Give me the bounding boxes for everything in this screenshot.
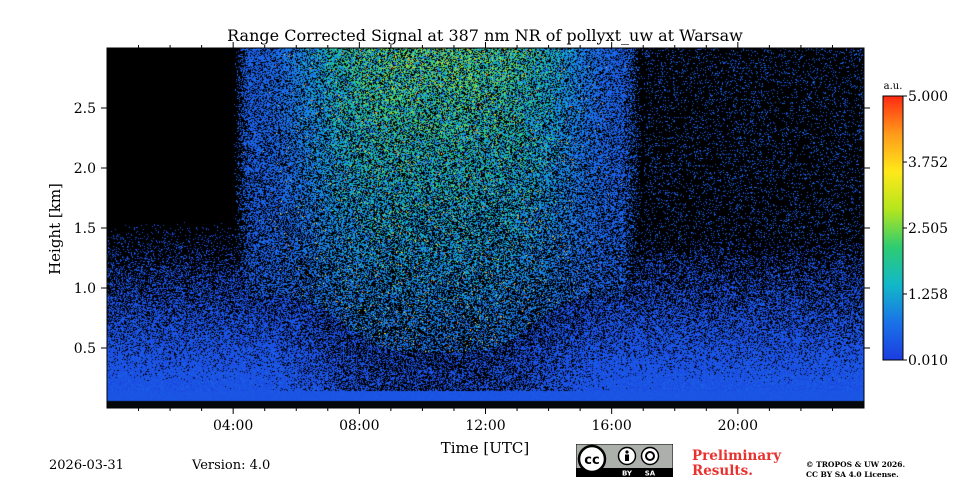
y-tick-label: 1.0 — [74, 281, 96, 297]
colorbar-tick-label: 3.752 — [908, 155, 948, 171]
preliminary-line-2: Results. — [692, 464, 781, 479]
colorbar-rect — [883, 96, 903, 360]
sa-share-icon — [642, 448, 659, 465]
by-label: BY — [622, 470, 633, 478]
footer-date: 2026-03-31 — [49, 458, 124, 473]
colorbar-tick-label: 1.258 — [908, 287, 948, 303]
y-tick-label: 0.5 — [74, 341, 96, 357]
x-tick-label: 12:00 — [465, 418, 505, 434]
cc-logo-text: cc — [584, 453, 599, 468]
cc-by-sa-badge: cc BY SA — [576, 444, 673, 477]
heatmap-image — [107, 48, 864, 408]
x-tick-label: 08:00 — [339, 418, 379, 434]
colorbar-unit-label: a.u. — [884, 81, 903, 92]
x-tick-label: 16:00 — [591, 418, 631, 434]
y-tick-label: 2.0 — [74, 161, 96, 177]
heatmap-layer — [107, 48, 864, 408]
copyright-line-2: CC BY SA 4.0 License. — [806, 470, 905, 480]
colorbar: a.u. 0.010 1.258 2.505 3.752 5.000 — [883, 81, 948, 369]
x-tick-label: 04:00 — [213, 418, 253, 434]
y-axis-label: Height [km] — [46, 183, 64, 275]
x-axis-label: Time [UTC] — [441, 439, 530, 457]
sa-label: SA — [645, 470, 656, 478]
colorbar-tick-label: 5.000 — [908, 89, 948, 105]
preliminary-results-notice: Preliminary Results. — [692, 449, 781, 479]
y-tick-label: 2.5 — [74, 101, 96, 117]
copyright-line-1: © TROPOS & UW 2026. — [806, 460, 905, 470]
preliminary-line-1: Preliminary — [692, 449, 781, 464]
colorbar-ticks: 0.010 1.258 2.505 3.752 5.000 — [903, 89, 948, 369]
colorbar-tick-label: 0.010 — [908, 353, 948, 369]
colorbar-tick-label: 2.505 — [908, 221, 948, 237]
x-tick-label: 20:00 — [718, 418, 758, 434]
footer-version: Version: 4.0 — [192, 458, 270, 473]
y-tick-label: 1.5 — [74, 221, 96, 237]
chart-figure: Range Corrected Signal at 387 nm NR of p… — [0, 0, 960, 480]
copyright-notice: © TROPOS & UW 2026. CC BY SA 4.0 License… — [806, 460, 905, 480]
